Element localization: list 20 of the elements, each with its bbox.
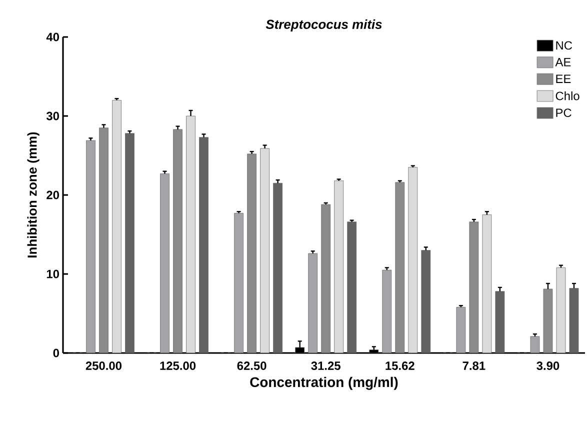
chart-title: Streptococus mitis bbox=[266, 19, 382, 32]
y-tick-label: 10 bbox=[46, 270, 59, 278]
x-tick-label: 3.90 bbox=[536, 362, 560, 370]
x-tick-label: 250.00 bbox=[86, 362, 122, 370]
y-tick-label: 30 bbox=[46, 112, 59, 120]
x-tick-label: 15.62 bbox=[386, 362, 414, 370]
legend-label: PC bbox=[556, 108, 572, 118]
x-tick-label: 31.25 bbox=[311, 362, 340, 370]
x-tick-label: 7.81 bbox=[462, 362, 486, 370]
y-tick-label: 20 bbox=[46, 190, 59, 200]
y-tick-label: 0 bbox=[53, 348, 59, 358]
y-tick-label: 40 bbox=[46, 32, 59, 42]
legend-label: Chlo bbox=[556, 91, 580, 100]
legend-label: EE bbox=[556, 74, 571, 83]
x-tick-label: 125.00 bbox=[160, 362, 196, 370]
legend-label: NC bbox=[556, 41, 572, 50]
x-axis-title: Concentration (mg/ml) bbox=[250, 376, 398, 390]
legend-label: AE bbox=[555, 58, 571, 66]
y-axis-title: Inhibition zone (mm) bbox=[27, 132, 40, 258]
x-tick-label: 62.50 bbox=[237, 362, 266, 370]
